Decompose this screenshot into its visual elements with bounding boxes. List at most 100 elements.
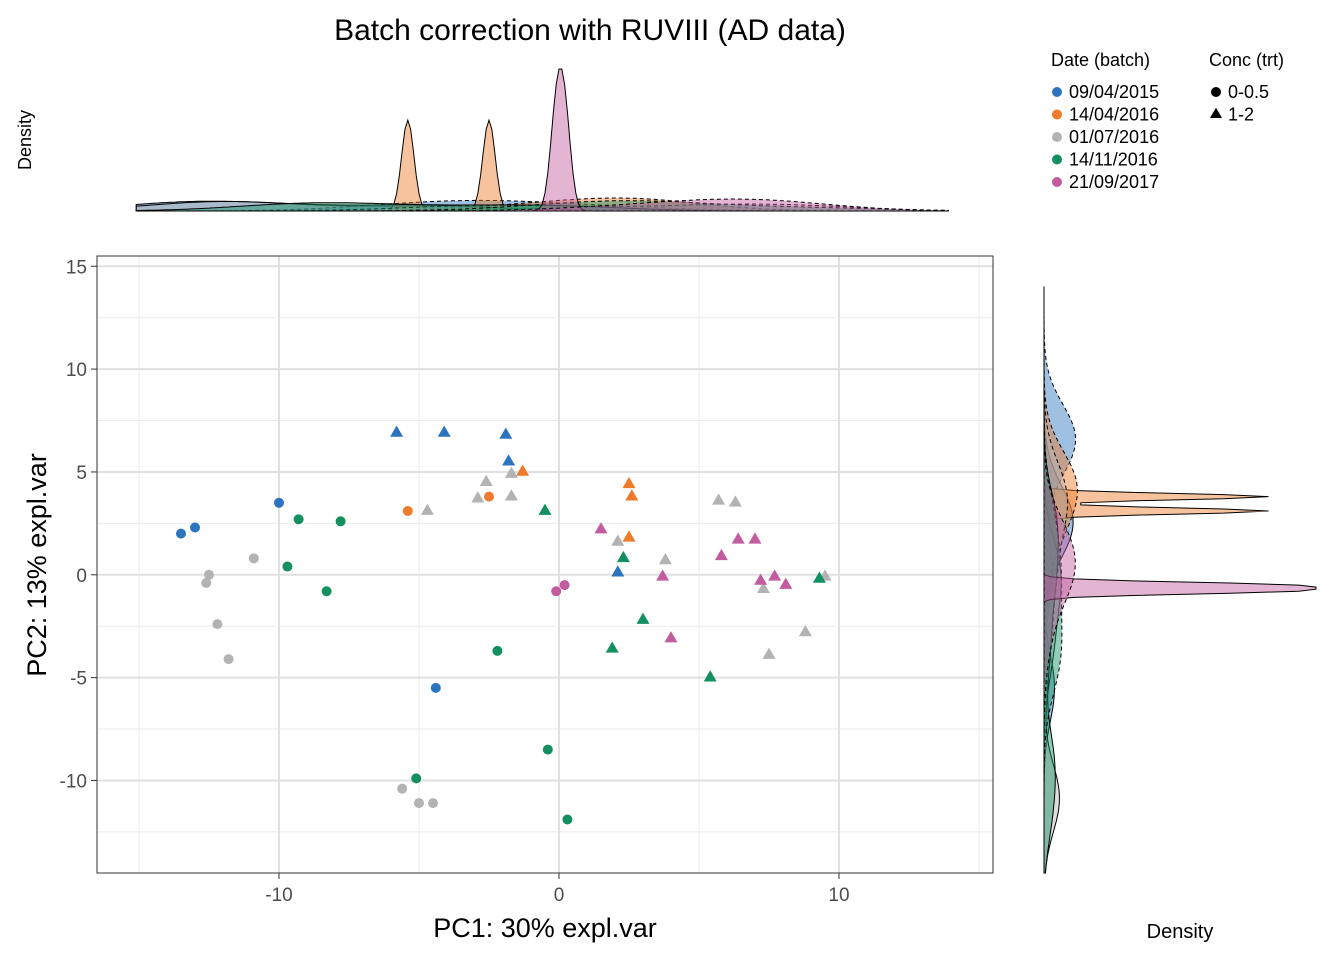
- data-point-triangle: [768, 569, 782, 581]
- data-point-triangle: [812, 571, 826, 583]
- data-point-circle: [411, 773, 422, 784]
- data-point-triangle: [798, 624, 812, 637]
- data-point-triangle: [728, 495, 742, 507]
- data-point-circle: [430, 682, 441, 693]
- data-point-triangle: [656, 569, 670, 581]
- data-points: [176, 425, 832, 825]
- x-axis-label: PC1: 30% expl.var: [433, 913, 657, 943]
- legend-color-title: Date (batch): [1051, 50, 1150, 70]
- data-point-triangle: [658, 552, 672, 565]
- data-point-triangle: [703, 670, 717, 682]
- legend-shape-title: Conc (trt): [1209, 50, 1284, 70]
- y-tick-label: 15: [66, 257, 87, 278]
- data-point-triangle: [616, 550, 630, 563]
- data-point-circle: [335, 516, 346, 527]
- y-axis-label: PC2: 13% expl.var: [22, 453, 52, 677]
- data-point-triangle: [756, 581, 770, 594]
- x-tick-label: 10: [828, 885, 849, 906]
- data-point-triangle: [748, 532, 762, 544]
- legend-shape-label: 0-0.5: [1228, 82, 1269, 102]
- legend-batch-label: 01/07/2016: [1069, 127, 1159, 147]
- data-point-triangle: [622, 476, 636, 489]
- y-tick-label: -10: [60, 771, 87, 792]
- right-density-curve: [1043, 286, 1076, 873]
- y-tick-label: 10: [66, 360, 87, 381]
- data-point-circle: [201, 578, 212, 589]
- data-point-circle: [282, 561, 293, 572]
- data-point-triangle: [622, 530, 636, 542]
- y-tick-label: -5: [70, 669, 87, 690]
- data-point-circle: [562, 814, 573, 825]
- data-point-circle: [212, 619, 223, 630]
- legend-batch-label: 14/04/2016: [1069, 105, 1159, 125]
- data-point-circle: [248, 553, 259, 564]
- legend-batch-key: [1052, 109, 1062, 120]
- plot-border: [96, 255, 994, 874]
- data-point-triangle: [502, 454, 516, 466]
- legend-batch-label: 21/09/2017: [1069, 172, 1159, 192]
- gridlines: [97, 256, 993, 873]
- y-axis: -10 -5 0 5 10 15: [60, 257, 97, 792]
- data-point-triangle: [499, 427, 513, 439]
- main-plot-panel: -10 0 10 -10 -5 0 5 10 15: [60, 255, 994, 906]
- data-point-circle: [223, 654, 234, 665]
- data-point-triangle: [538, 503, 552, 515]
- data-point-triangle: [636, 612, 650, 624]
- data-point-circle: [176, 528, 186, 539]
- legend-shape-key-circle: [1211, 87, 1221, 97]
- legend-batch-key: [1052, 87, 1062, 97]
- data-point-triangle: [762, 647, 776, 659]
- data-point-triangle: [516, 464, 530, 476]
- data-point-triangle: [611, 565, 625, 577]
- data-point-triangle: [594, 522, 608, 534]
- plot-background: [97, 256, 993, 873]
- data-point-circle: [321, 586, 332, 597]
- x-axis: -10 0 10: [265, 873, 850, 906]
- data-point-circle: [428, 798, 438, 809]
- x-tick-label: -10: [265, 885, 292, 906]
- data-point-circle: [559, 580, 570, 591]
- data-point-triangle: [471, 491, 485, 503]
- legend-shape-label: 1-2: [1228, 105, 1254, 125]
- data-point-circle: [293, 514, 304, 525]
- data-point-triangle: [754, 573, 768, 585]
- data-point-triangle: [479, 474, 493, 487]
- data-point-circle: [190, 522, 200, 533]
- data-point-circle: [414, 798, 424, 809]
- data-point-triangle: [605, 641, 619, 653]
- top-density-panel: Density: [15, 68, 949, 212]
- data-point-triangle: [779, 577, 793, 589]
- data-point-circle: [397, 783, 408, 794]
- data-point-triangle: [731, 532, 745, 544]
- data-point-triangle: [437, 425, 451, 437]
- data-point-circle: [402, 506, 413, 517]
- data-point-triangle: [390, 425, 404, 437]
- legend-batch-key: [1052, 177, 1062, 187]
- legend-shape-key-triangle: [1210, 107, 1222, 119]
- data-point-triangle: [504, 489, 518, 501]
- data-point-triangle: [625, 489, 639, 501]
- legend-shape-entries: 0-0.5 1-2: [1210, 82, 1269, 125]
- right-density-axis-label: Density: [1147, 921, 1214, 943]
- right-density-panel: Density: [1043, 286, 1317, 943]
- legend-batch-label: 09/04/2015: [1069, 82, 1159, 102]
- data-point-circle: [492, 645, 503, 656]
- right-density-curves: [1043, 286, 1317, 874]
- top-density-axis-label: Density: [15, 110, 35, 170]
- legend-batch-key: [1052, 132, 1062, 142]
- data-point-triangle: [714, 548, 728, 561]
- data-point-triangle: [712, 493, 726, 505]
- legend-batch-key: [1052, 154, 1062, 165]
- data-point-triangle: [664, 631, 678, 643]
- x-tick-label: 0: [554, 885, 565, 906]
- top-density-curve: [136, 198, 949, 212]
- y-tick-label: 5: [76, 463, 87, 484]
- legend: Date (batch) 09/04/2015 14/04/201601/07/2…: [1051, 50, 1284, 192]
- y-tick-label: 0: [76, 566, 87, 587]
- data-point-circle: [542, 744, 553, 755]
- data-point-triangle: [504, 466, 518, 478]
- data-point-circle: [484, 491, 494, 502]
- data-point-circle: [204, 569, 214, 580]
